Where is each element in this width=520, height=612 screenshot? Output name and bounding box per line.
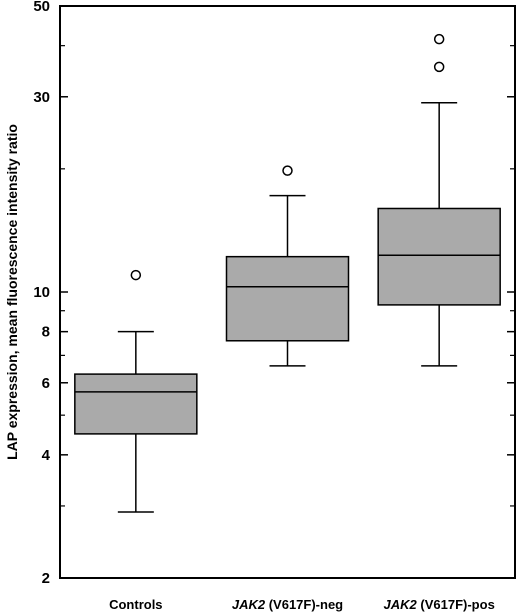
x-category-label: JAK2 (V617F)-neg [232, 597, 343, 612]
y-tick-label: 50 [33, 0, 50, 15]
outlier-point [433, 33, 445, 45]
iqr-box [225, 255, 350, 342]
y-tick-label: 6 [42, 375, 50, 392]
x-category-label: JAK2 (V617F)-pos [384, 597, 495, 612]
x-category-label: Controls [109, 597, 162, 612]
y-tick-label: 30 [33, 89, 50, 106]
y-tick-label: 8 [42, 324, 50, 341]
y-tick-label: 10 [33, 284, 50, 301]
outlier-point [282, 165, 293, 176]
category-label-part: (V617F)-neg [265, 597, 343, 612]
iqr-box [377, 207, 501, 306]
iqr-box [74, 373, 198, 435]
category-label-part: (V617F)-pos [417, 597, 495, 612]
y-tick-label: 2 [42, 570, 50, 587]
category-label-part: JAK2 [384, 597, 418, 612]
box-group [225, 165, 350, 367]
category-label-part: JAK2 [232, 597, 266, 612]
y-axis: 2 4 6 8 10 30 50 [33, 0, 515, 587]
y-tick-label: 4 [42, 447, 51, 464]
box-series [74, 33, 501, 513]
outlier-point [130, 269, 142, 281]
box-group [377, 33, 501, 367]
x-axis: Controls JAK2 (V617F)-neg JAK2 (V617F)-pos [109, 597, 495, 612]
outlier-point [433, 61, 445, 73]
box-group [74, 269, 198, 513]
y-axis-label: LAP expression, mean fluorescence intens… [4, 124, 20, 460]
category-label-part: Controls [109, 597, 162, 612]
